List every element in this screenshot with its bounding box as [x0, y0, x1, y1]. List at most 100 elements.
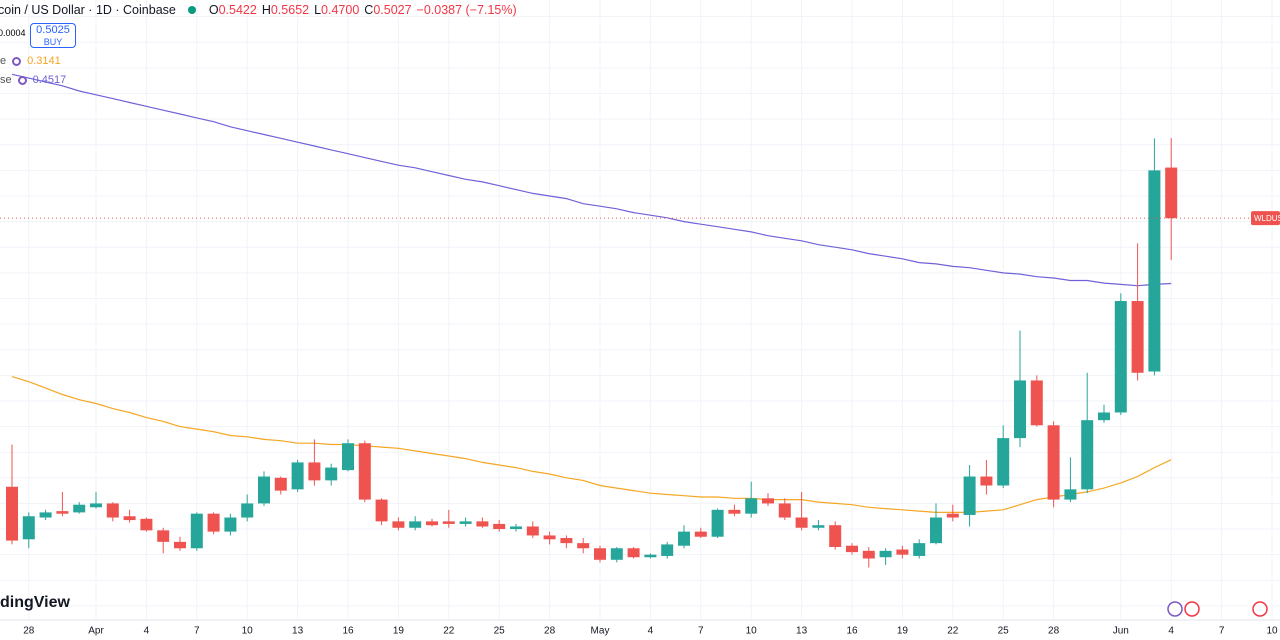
candle-body	[728, 509, 741, 514]
candle-body	[123, 516, 136, 521]
x-tick-label: 10	[242, 626, 254, 637]
x-tick-label: 4	[144, 626, 150, 637]
candle-body	[1165, 167, 1178, 219]
candle-body	[1064, 489, 1077, 500]
x-tick-label: 28	[23, 626, 35, 637]
watermark: dingView	[0, 594, 70, 611]
candle-body	[1081, 420, 1094, 490]
candle-body	[6, 486, 18, 541]
candle-body	[1098, 412, 1110, 421]
candle-body	[358, 443, 371, 500]
x-tick-label: 10	[1266, 626, 1278, 637]
candle-body	[711, 509, 724, 537]
candle-body	[1030, 380, 1043, 426]
toolbar-icon	[1252, 601, 1268, 617]
x-tick-label: 22	[443, 626, 455, 637]
candle-body	[862, 550, 875, 559]
indicator-name: se	[0, 74, 12, 86]
ohlc-value: 0.5652	[270, 3, 310, 17]
indicator-row: e 0.3141	[0, 55, 61, 67]
indicator-icon	[17, 75, 27, 85]
candle-body	[627, 548, 640, 558]
candle-body	[812, 525, 825, 528]
candle-body	[1047, 425, 1060, 500]
indicator-row: se 0.4517	[0, 74, 66, 86]
moving-average-line	[11, 376, 1172, 513]
candle-body	[56, 511, 69, 514]
candle-body	[963, 476, 976, 515]
symbol-label: WLDUS	[1254, 214, 1280, 223]
status-dot	[187, 6, 196, 14]
candle-body	[308, 462, 321, 481]
ohlc: O 0.5422 H 0.5652 L 0.4700 C 0.5027	[204, 3, 412, 17]
candle-body	[879, 550, 892, 558]
candle-body	[241, 503, 254, 518]
candle-body	[795, 517, 808, 528]
moving-average-line	[11, 73, 1172, 287]
ohlc-key: O	[208, 3, 219, 17]
candle-body	[896, 549, 909, 555]
symbol-label-box	[1251, 211, 1280, 226]
candle-body	[426, 521, 438, 526]
candle-body	[291, 462, 304, 490]
ohlc-key: L	[314, 3, 322, 17]
candle-body	[644, 554, 657, 558]
candle-body	[375, 499, 388, 522]
candle-body	[510, 526, 522, 530]
candle-body	[493, 523, 506, 530]
x-tick-label: 16	[342, 626, 354, 637]
candle-body	[694, 531, 707, 537]
candle-body	[946, 513, 959, 518]
x-tick-label: 13	[292, 626, 304, 637]
x-tick-label: 7	[194, 626, 200, 637]
toolbar-icon	[1184, 601, 1200, 617]
candle-body	[997, 438, 1010, 486]
buy-button[interactable]: 0.5025 BUY	[30, 23, 76, 48]
candle-body	[846, 545, 858, 553]
candle-body	[325, 467, 338, 481]
candle-body	[913, 543, 926, 556]
header: coin / US Dollar · 1D · Coinbase O 0.5422…	[0, 3, 517, 17]
candle-body	[980, 476, 993, 486]
candle-body	[90, 503, 102, 508]
candle-body	[1148, 170, 1161, 372]
indicator-value: 0.3141	[27, 55, 61, 67]
x-tick-label: Apr	[88, 626, 104, 637]
ohlc-value: 0.5027	[373, 3, 412, 17]
x-tick-label: 13	[796, 626, 808, 637]
ohlc-value: 0.4700	[321, 3, 360, 17]
candle-body	[543, 535, 556, 540]
candle-body	[207, 513, 220, 532]
candle-body	[22, 516, 35, 540]
x-tick-label: 10	[746, 626, 758, 637]
candle-body	[174, 541, 186, 549]
x-tick-label: 4	[1168, 626, 1174, 637]
x-tick-label: 19	[897, 626, 909, 637]
candle-body	[661, 544, 674, 556]
x-tick-label: 28	[1048, 626, 1060, 637]
x-tick-label: 22	[947, 626, 959, 637]
ohlc-key: H	[261, 3, 271, 17]
candle-body	[73, 504, 86, 513]
candle-body	[1131, 301, 1144, 373]
candle-body	[190, 513, 203, 549]
indicator-value: 0.4517	[32, 74, 67, 86]
candle-body	[224, 517, 237, 532]
candle-body	[39, 512, 52, 518]
x-tick-label: 7	[1219, 626, 1225, 637]
candle-body	[274, 477, 287, 491]
x-tick-label: 7	[698, 626, 704, 637]
x-tick-label: 25	[494, 626, 506, 637]
candle-body	[829, 525, 842, 547]
spread: 0.0004	[0, 28, 26, 38]
buy-price: 0.5025	[36, 24, 70, 36]
candle-body	[140, 518, 153, 531]
x-tick-label: 25	[998, 626, 1010, 637]
change: −0.0387 (−7.15%)	[416, 3, 517, 17]
toolbar-icon	[1167, 601, 1183, 617]
candle-body	[1114, 301, 1127, 413]
candle-body	[157, 530, 170, 542]
x-tick-label: 4	[648, 626, 654, 637]
